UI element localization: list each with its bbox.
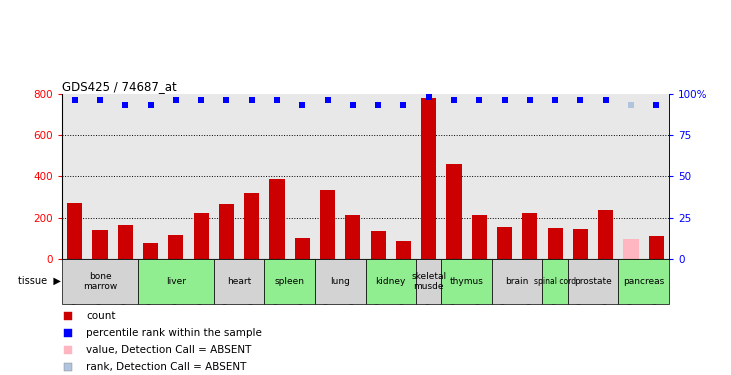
Bar xyxy=(492,259,542,304)
Bar xyxy=(522,213,537,259)
Bar xyxy=(573,229,588,259)
Text: kidney: kidney xyxy=(376,277,406,286)
Bar xyxy=(138,259,213,304)
Bar xyxy=(618,259,669,304)
Bar xyxy=(471,215,487,259)
Bar xyxy=(265,259,315,304)
Text: thymus: thymus xyxy=(450,277,484,286)
Text: lung: lung xyxy=(330,277,350,286)
Bar xyxy=(568,259,618,304)
Bar xyxy=(213,259,265,304)
Text: count: count xyxy=(86,311,116,321)
Text: liver: liver xyxy=(166,277,186,286)
Bar xyxy=(219,204,234,259)
Bar xyxy=(366,259,416,304)
Text: pancreas: pancreas xyxy=(623,277,664,286)
Bar xyxy=(624,239,638,259)
Text: spleen: spleen xyxy=(275,277,305,286)
Bar xyxy=(447,164,461,259)
Bar xyxy=(421,98,436,259)
Bar xyxy=(320,190,335,259)
Bar xyxy=(143,243,158,259)
Text: GDS425 / 74687_at: GDS425 / 74687_at xyxy=(62,80,177,93)
Bar xyxy=(395,241,411,259)
Bar xyxy=(497,227,512,259)
Bar xyxy=(168,235,183,259)
Bar xyxy=(295,238,310,259)
Text: prostate: prostate xyxy=(574,277,612,286)
Bar xyxy=(270,179,284,259)
Bar xyxy=(194,213,209,259)
Bar xyxy=(67,203,83,259)
Text: brain: brain xyxy=(506,277,529,286)
Bar xyxy=(62,259,138,304)
Bar xyxy=(244,193,260,259)
Text: value, Detection Call = ABSENT: value, Detection Call = ABSENT xyxy=(86,345,251,355)
Text: heart: heart xyxy=(227,277,251,286)
Bar xyxy=(345,215,360,259)
Text: spinal cord: spinal cord xyxy=(534,277,576,286)
Bar xyxy=(371,231,386,259)
Bar xyxy=(542,259,568,304)
Bar xyxy=(648,236,664,259)
Bar xyxy=(598,210,613,259)
Bar xyxy=(548,228,563,259)
Bar xyxy=(416,259,442,304)
Text: rank, Detection Call = ABSENT: rank, Detection Call = ABSENT xyxy=(86,362,247,372)
Bar xyxy=(442,259,492,304)
Text: tissue  ▶: tissue ▶ xyxy=(18,276,61,286)
Text: percentile rank within the sample: percentile rank within the sample xyxy=(86,328,262,338)
Bar xyxy=(315,259,366,304)
Text: skeletal
musde: skeletal musde xyxy=(411,272,446,291)
Bar xyxy=(92,230,107,259)
Bar xyxy=(118,225,133,259)
Text: bone
marrow: bone marrow xyxy=(83,272,117,291)
